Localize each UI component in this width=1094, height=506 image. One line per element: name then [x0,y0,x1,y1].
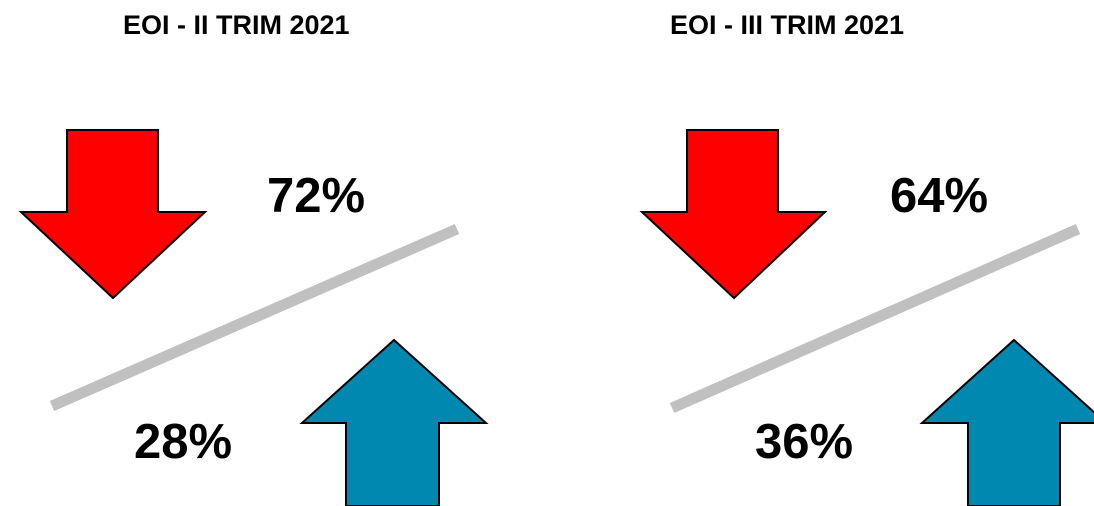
bottom-percentage: 36% [755,415,854,469]
diagonal-divider [49,223,460,412]
down-arrow-icon [18,129,208,300]
top-percentage: 64% [890,169,989,223]
eoi-panel-ii-trim: EOI - II TRIM 2021 72% 28% [18,10,489,506]
panel-title: EOI - II TRIM 2021 [123,10,350,40]
up-arrow-icon [919,338,1094,506]
top-percentage: 72% [267,169,366,223]
diagonal-divider [669,223,1081,414]
up-arrow-icon [299,338,489,506]
bottom-percentage: 28% [134,415,233,469]
eoi-panel-iii-trim: EOI - III TRIM 2021 64% 36% [620,0,1094,506]
down-arrow-icon [639,129,828,300]
panel-title: EOI - III TRIM 2021 [670,10,905,40]
